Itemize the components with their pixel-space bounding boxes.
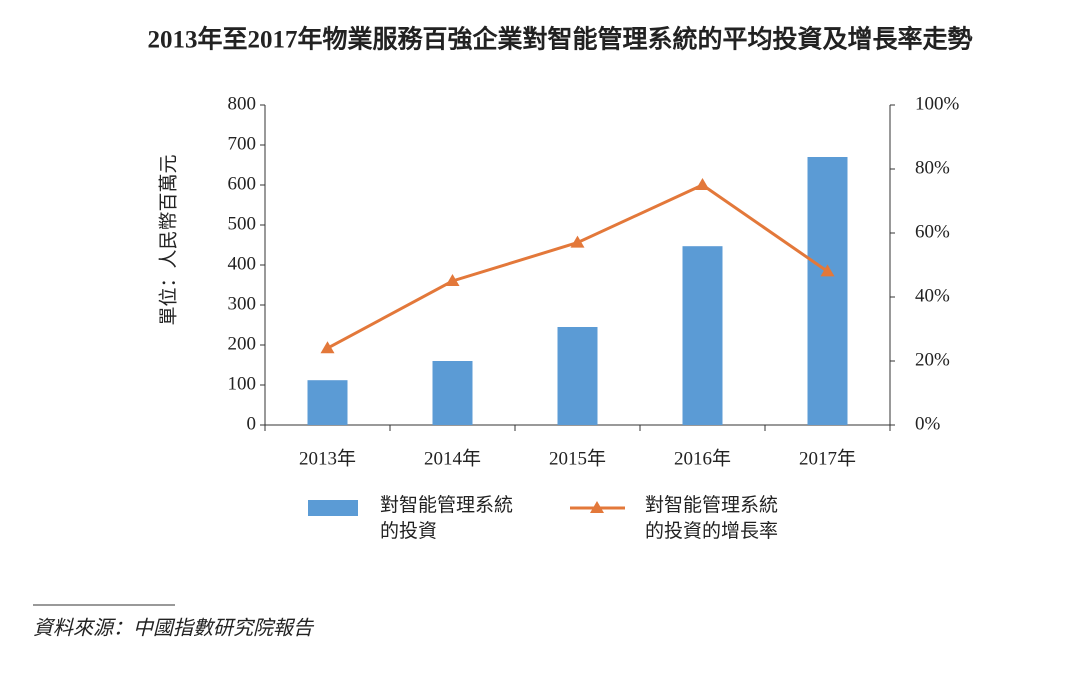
y2-tick-label: 20% (915, 349, 950, 370)
x-tick-label: 2014年 (424, 447, 481, 469)
y2-tick-label: 40% (915, 285, 950, 306)
y-tick-label: 400 (228, 253, 257, 274)
x-tick-label: 2013年 (299, 447, 356, 469)
source: 資料來源：中國指數研究院報告 (33, 618, 315, 640)
y-tick-label: 500 (228, 213, 257, 234)
y-tick-label: 700 (228, 133, 257, 154)
line-marker (820, 264, 835, 277)
x-tick-label: 2017年 (799, 447, 856, 469)
line-marker (695, 178, 710, 190)
legend-swatch (308, 500, 358, 516)
chart-title: 2013年至2017年物業服務百強企業對智能管理系統的平均投資及增長率走勢 (147, 25, 972, 54)
line-marker (320, 341, 335, 354)
x-tick-label: 2016年 (674, 447, 731, 469)
x-tick-label: 2015年 (549, 447, 606, 469)
legend-marker (590, 501, 604, 513)
legend-label: 對智能管理系統的投資的增長率 (645, 495, 779, 542)
y2-tick-label: 0% (915, 413, 941, 434)
y2-tick-label: 60% (915, 221, 950, 242)
line-marker (445, 274, 460, 286)
legend-label: 對智能管理系統的投資 (380, 495, 514, 542)
bar (432, 361, 473, 425)
y-tick-label: 300 (228, 293, 257, 314)
y-tick-label: 100 (228, 373, 257, 394)
line-marker (570, 235, 585, 248)
bar (557, 327, 598, 425)
y-tick-label: 800 (228, 93, 257, 114)
bar (307, 380, 348, 425)
y-tick-label: 600 (228, 173, 257, 194)
bar (807, 157, 848, 425)
line (326, 183, 829, 350)
y2-tick-label: 100% (915, 93, 960, 114)
y-axis-label: 單位：人民幣百萬元 (157, 154, 179, 325)
y2-tick-label: 80% (915, 157, 950, 178)
y-tick-label: 0 (247, 413, 257, 434)
y-tick-label: 200 (228, 333, 257, 354)
bar (682, 246, 723, 425)
